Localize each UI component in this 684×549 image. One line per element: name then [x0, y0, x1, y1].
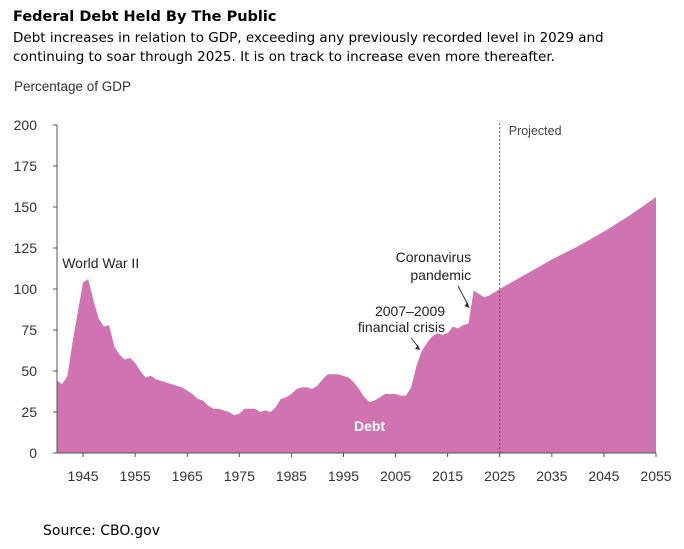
projected-label: Projected: [509, 124, 562, 138]
x-tick-label: 2015: [432, 468, 463, 484]
y-tick-label: 150: [14, 199, 38, 215]
y-tick-label: 100: [14, 281, 38, 297]
ww2-annotation: World War II: [62, 255, 139, 271]
source-note: Source: CBO.gov: [43, 523, 161, 539]
debt-area-layer: [57, 197, 656, 453]
x-tick-label: 2045: [588, 468, 619, 484]
y-axis: 0 25 50 75 100 125 150 175 200: [14, 117, 57, 461]
x-tick-label: 1955: [120, 468, 151, 484]
debt-series-label: Debt: [354, 418, 385, 434]
y-tick-label: 25: [21, 404, 37, 420]
x-tick-label: 1985: [276, 468, 307, 484]
crisis-annotation-line2: financial crisis: [358, 319, 445, 335]
x-axis: 1945 1955 1965 1975 1985 1995 2005 2015 2025 2035…: [67, 453, 672, 484]
y-tick-label: 200: [14, 117, 38, 133]
x-tick-label: 2025: [484, 468, 515, 484]
x-tick-label: 1995: [328, 468, 359, 484]
y-tick-label: 50: [21, 363, 37, 379]
chart-subtitle: Debt increases in relation to GDP, excee…: [13, 30, 604, 65]
y-tick-label: 0: [29, 445, 37, 461]
y-tick-label: 75: [21, 322, 37, 338]
crisis-arrowhead: [415, 345, 421, 350]
chart-title: Federal Debt Held By The Public: [13, 9, 277, 25]
x-tick-label: 1945: [67, 468, 98, 484]
covid-arrowhead: [464, 302, 470, 308]
x-tick-label: 2055: [640, 468, 671, 484]
covid-annotation-line2: pandemic: [410, 267, 471, 283]
y-tick-label: 125: [14, 240, 38, 256]
x-tick-label: 1965: [172, 468, 203, 484]
covid-annotation-line1: Coronavirus: [396, 249, 471, 265]
x-tick-label: 1975: [224, 468, 255, 484]
axes: [56, 125, 656, 454]
debt-area: [57, 197, 656, 453]
x-tick-label: 2005: [380, 468, 411, 484]
x-tick-label: 2035: [536, 468, 567, 484]
crisis-annotation-line1: 2007–2009: [375, 303, 445, 319]
y-axis-label: Percentage of GDP: [14, 79, 132, 94]
annotations: Projected World War II 2007–2009financial …: [62, 123, 562, 453]
y-tick-label: 175: [14, 158, 38, 174]
covid-arrow: [457, 285, 469, 307]
